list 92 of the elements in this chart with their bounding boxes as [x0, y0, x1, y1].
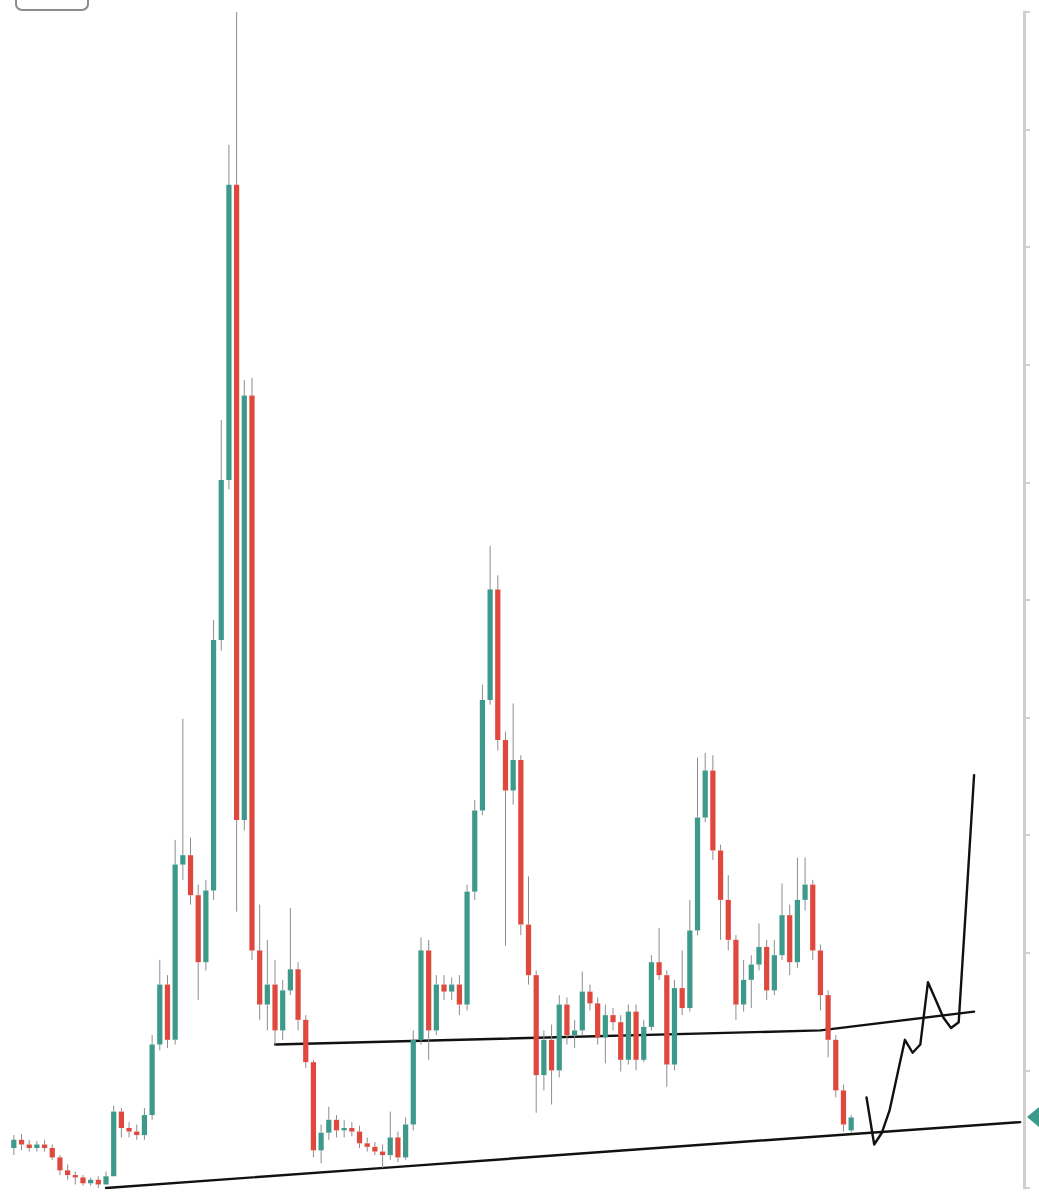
- candlestick: [257, 904, 263, 1021]
- candlestick: [802, 857, 808, 911]
- candlestick: [195, 884, 201, 1001]
- candlestick: [456, 974, 462, 1016]
- candlestick: [241, 379, 247, 831]
- candlestick: [572, 1019, 578, 1049]
- candlestick: [472, 799, 478, 901]
- candlestick: [303, 1014, 309, 1069]
- candlestick: [618, 1014, 624, 1073]
- candlestick: [203, 879, 209, 971]
- candlestick: [103, 1171, 109, 1185]
- candlestick: [333, 1114, 340, 1138]
- candlestick: [111, 1105, 117, 1177]
- candlestick: [502, 731, 509, 947]
- candlestick: [633, 1004, 639, 1071]
- candlestick: [641, 1019, 647, 1063]
- candlestick: [356, 1125, 363, 1149]
- candlestick: [687, 899, 693, 1013]
- candlestick: [679, 949, 685, 1016]
- candlestick: [595, 996, 601, 1046]
- candlestick: [441, 974, 447, 1001]
- candlestick: [118, 1107, 124, 1138]
- candlestick: [602, 1004, 608, 1064]
- candlestick: [433, 974, 439, 1036]
- candlestick: [57, 1154, 63, 1176]
- candlestick: [610, 1007, 616, 1031]
- candlestick: [579, 971, 585, 1036]
- candlestick: [49, 1143, 55, 1161]
- candlestick: [779, 882, 785, 961]
- candlestick: [510, 702, 516, 806]
- candlestick: [518, 754, 524, 936]
- candlestick: [764, 939, 770, 1001]
- candlestick: [756, 922, 762, 971]
- candlestick: [172, 839, 178, 1046]
- candlestick: [180, 718, 186, 881]
- candlestick: [11, 1134, 17, 1156]
- candlestick: [34, 1140, 40, 1153]
- candlestick: [548, 1024, 555, 1105]
- candlestick: [249, 377, 255, 961]
- candlestick: [149, 1034, 155, 1121]
- candlestick: [625, 1004, 631, 1066]
- candlestick: [848, 1114, 854, 1134]
- candlestick: [364, 1136, 370, 1153]
- candlestick: [541, 1029, 547, 1091]
- candlestick: [226, 144, 232, 490]
- candlestick: [418, 937, 424, 1046]
- candlestick: [126, 1121, 132, 1138]
- candlestick: [587, 984, 593, 1011]
- candlestick: [794, 857, 800, 969]
- candlestick: [710, 754, 716, 861]
- candlestick: [725, 874, 731, 951]
- candlestick: [372, 1141, 378, 1156]
- candlestick: [449, 977, 455, 1001]
- candlestick: [264, 939, 270, 1031]
- candlestick: [80, 1174, 86, 1187]
- candlestick: [141, 1107, 148, 1141]
- candlestick: [310, 1059, 317, 1158]
- candlestick: [533, 969, 539, 1114]
- candlestick: [65, 1163, 71, 1181]
- candlestick: [733, 934, 739, 1021]
- candlestick: [272, 959, 278, 1047]
- candlestick: [825, 989, 831, 1058]
- candlestick: [426, 939, 432, 1061]
- candlestick: [287, 907, 293, 996]
- candlestick: [664, 969, 670, 1088]
- candlestick: [187, 837, 194, 906]
- candlestick: [564, 996, 570, 1046]
- candlestick: [234, 11, 240, 913]
- candlestick: [487, 545, 493, 706]
- candlestick: [694, 757, 701, 936]
- candlestick: [387, 1111, 393, 1161]
- candlestick: [771, 939, 777, 996]
- candlestick: [810, 879, 816, 961]
- candlestick: [787, 904, 793, 976]
- candlestick: [464, 884, 470, 1011]
- candlestick: [556, 994, 562, 1078]
- candlestick: [403, 1116, 409, 1161]
- candlestick: [318, 1124, 324, 1164]
- candlestick: [210, 619, 217, 901]
- candlestick: [656, 927, 662, 981]
- candlestick: [833, 1034, 839, 1098]
- candlestick: [410, 1029, 416, 1131]
- candlestick: [280, 979, 286, 1041]
- candlestick: [525, 875, 532, 986]
- candlestick: [218, 419, 224, 652]
- candlestick: [395, 1131, 401, 1163]
- candlestick: [326, 1106, 332, 1141]
- candlestick: [748, 954, 754, 1009]
- candlestick: [164, 974, 171, 1049]
- candlestick: [295, 961, 301, 1031]
- candlestick: [741, 959, 747, 1013]
- candlestick: [495, 574, 501, 752]
